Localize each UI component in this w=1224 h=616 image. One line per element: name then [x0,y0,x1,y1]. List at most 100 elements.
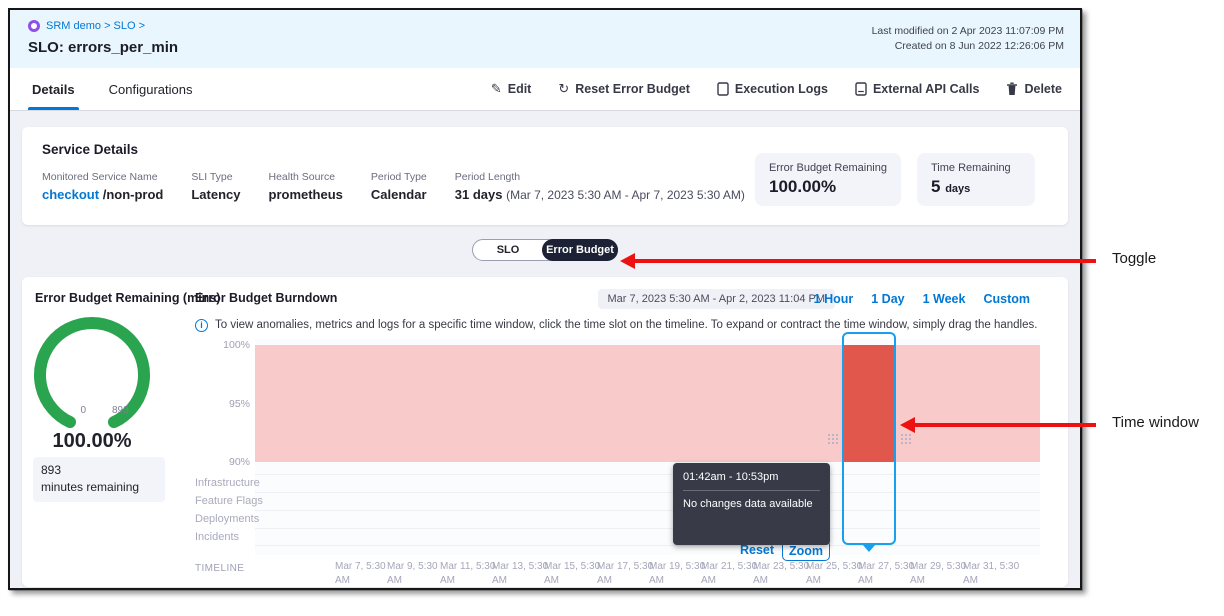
timeline-tick[interactable]: Mar 31, 5:30 AM [963,561,1020,586]
row-incidents: Incidents [195,531,240,543]
tooltip-time-range: 01:42am - 10:53pm [683,471,779,483]
page-title: SLO: errors_per_min [28,39,179,56]
timeline-tick[interactable]: Mar 13, 5:30 AM [492,561,549,586]
external-api-calls-label: External API Calls [872,82,980,96]
error-budget-remaining-stat: Error Budget Remaining 100.00% [754,153,901,206]
timeline-tick[interactable]: Mar 25, 5:30 AM [806,561,863,586]
annotation-toggle-label: Toggle [1112,250,1157,267]
service-details-fields: Monitored Service Name checkout /non-pro… [42,171,1048,202]
info-icon: i [195,319,208,332]
timeline-tick[interactable]: Mar 11, 5:30 AM [440,561,496,586]
summary-stats: Error Budget Remaining 100.00% Time Rema… [754,153,1035,206]
slo-error-budget-toggle[interactable]: SLO Error Budget [472,239,618,261]
timeline-tick[interactable]: Mar 29, 5:30 AM [910,561,967,586]
burndown-title: Error Budget Burndown [195,291,338,305]
annotation-time-window-arrow [914,423,1096,427]
timeline-tick[interactable]: Mar 27, 5:30 AM [858,561,915,586]
breadcrumb-text[interactable]: SRM demo > SLO > [46,20,146,32]
service-details-card: Service Details Monitored Service Name c… [22,127,1068,225]
tooltip-message: No changes data available [683,498,813,510]
breadcrumb[interactable]: SRM demo > SLO > [28,20,1062,32]
event-row-lines [255,474,1040,546]
drag-handle-left[interactable] [828,434,839,445]
reset-error-budget-button[interactable]: ↻ Reset Error Budget [558,82,690,97]
row-feature-flags: Feature Flags [195,495,263,507]
minutes-remaining-box: 893 minutes remaining [33,457,165,502]
minutes-remaining-caption: minutes remaining [41,480,140,495]
created-on: Created on 8 Jun 2022 12:26:06 PM [894,40,1064,53]
info-row: i To view anomalies, metrics and logs fo… [195,319,1055,332]
preset-1-week[interactable]: 1 Week [922,292,966,306]
tab-details[interactable]: Details [28,68,79,110]
tab-bar: Details Configurations ✎ Edit ↻ Reset Er… [10,68,1080,111]
timeline-tick[interactable]: Mar 17, 5:30 AM [597,561,654,586]
field-monitored-service: Monitored Service Name checkout /non-pro… [42,171,164,202]
time-presets: 1 Hour 1 Day 1 Week Custom [814,292,1030,306]
api-document-icon [855,82,867,96]
ytick-100: 100% [223,339,250,351]
time-window[interactable] [842,332,896,552]
date-range-display: Mar 7, 2023 5:30 AM - Apr 2, 2023 11:04 … [597,289,835,309]
ytick-95: 95% [228,398,250,410]
timeline-label: TIMELINE [195,563,245,574]
execution-logs-label: Execution Logs [734,82,828,96]
reset-button[interactable]: Reset [740,543,775,557]
screenshot-frame: SRM demo > SLO > SLO: errors_per_min Las… [8,8,1082,590]
gauge-percent: 100.00% [52,430,132,452]
time-window-pointer-icon [862,544,876,552]
timeline-tick[interactable]: Mar 19, 5:30 AM [649,561,706,586]
service-details-title: Service Details [42,142,139,157]
view-toggle-row: SLO Error Budget [22,225,1068,277]
timestamps: Last modified on 2 Apr 2023 11:07:09 PM … [872,24,1064,54]
changes-tooltip: 01:42am - 10:53pm No changes data availa… [673,463,830,545]
preset-1-hour[interactable]: 1 Hour [813,292,854,306]
reset-icon: ↻ [558,81,570,97]
timeline-tick[interactable]: Mar 15, 5:30 AM [544,561,601,586]
delete-label: Delete [1024,82,1062,96]
info-text: To view anomalies, metrics and logs for … [215,319,1038,331]
tab-configurations[interactable]: Configurations [108,81,193,97]
annotation-toggle-arrow [634,259,1096,263]
monitored-service-link[interactable]: checkout [42,187,100,202]
reset-error-budget-label: Reset Error Budget [575,82,690,96]
timeline-tick[interactable]: Mar 23, 5:30 AM [753,561,810,586]
execution-logs-button[interactable]: Execution Logs [717,82,828,96]
row-deployments: Deployments [195,513,260,525]
field-sli-type: SLI Type Latency [191,171,241,202]
document-icon [717,82,729,96]
time-remaining-stat: Time Remaining 5 days [917,153,1035,206]
toggle-option-error-budget[interactable]: Error Budget [542,239,618,261]
gauge-max-label: 893 [112,405,129,416]
row-infrastructure: Infrastructure [195,477,260,489]
ytick-90: 90% [228,456,250,468]
toggle-option-slo[interactable]: SLO [496,244,520,256]
minutes-remaining-value: 893 [41,463,62,477]
timeline-tick[interactable]: Mar 9, 5:30 AM [387,561,438,586]
last-modified: Last modified on 2 Apr 2023 11:07:09 PM [871,25,1064,37]
srm-logo-icon [28,20,40,32]
timeline-tick[interactable]: Mar 21, 5:30 AM [701,561,758,586]
edit-label: Edit [507,82,532,96]
zoom-button[interactable]: Zoom [782,540,830,561]
field-health-source: Health Source prometheus [268,171,343,202]
field-period-length: Period Length 31 days (Mar 7, 2023 5:30 … [454,171,745,202]
error-budget-band [255,345,1040,462]
edit-button[interactable]: ✎ Edit [491,82,532,97]
preset-custom[interactable]: Custom [983,292,1030,306]
error-budget-card: Error Budget Remaining (mins) 0 893 100.… [22,277,1068,587]
action-toolbar: ✎ Edit ↻ Reset Error Budget Execution Lo… [491,68,1062,110]
pencil-icon: ✎ [490,81,502,97]
annotation-toggle-arrowhead-icon [620,253,635,269]
time-window-highlight [844,345,894,462]
gauge-min-label: 0 [80,405,86,416]
delete-button[interactable]: Delete [1006,82,1062,96]
annotation-time-window-label: Time window [1112,414,1199,431]
drag-handle-right[interactable] [901,434,912,445]
preset-1-day[interactable]: 1 Day [871,292,905,306]
external-api-calls-button[interactable]: External API Calls [855,82,980,96]
content-area: Service Details Monitored Service Name c… [10,111,1080,587]
trash-icon [1006,82,1018,96]
error-budget-gauge [30,313,154,437]
page-header: SRM demo > SLO > SLO: errors_per_min Las… [10,10,1080,68]
timeline-tick[interactable]: Mar 7, 5:30 AM [335,561,386,586]
